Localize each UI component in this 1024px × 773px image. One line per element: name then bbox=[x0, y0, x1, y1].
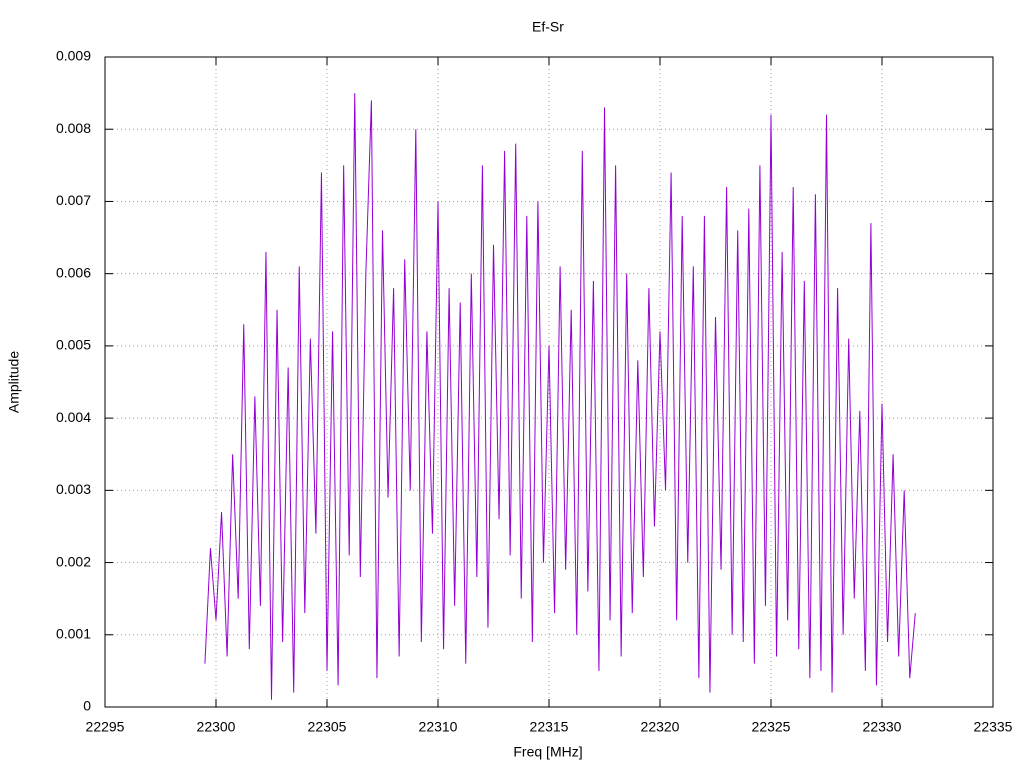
chart-title: Ef-Sr bbox=[532, 19, 564, 35]
y-tick-label: 0.007 bbox=[56, 192, 91, 208]
y-tick-label: 0 bbox=[83, 698, 91, 714]
x-axis-label: Freq [MHz] bbox=[513, 744, 582, 760]
x-tick-label: 22330 bbox=[863, 719, 902, 735]
plot-frame bbox=[104, 56, 994, 708]
y-axis-label: Amplitude bbox=[6, 351, 22, 413]
x-tick-label: 22315 bbox=[530, 719, 569, 735]
y-tick-label: 0.009 bbox=[56, 48, 91, 64]
y-tick-label: 0.006 bbox=[56, 264, 91, 280]
data-line bbox=[204, 93, 916, 700]
y-tick-label: 0.008 bbox=[56, 120, 91, 136]
y-tick-label: 0.003 bbox=[56, 481, 91, 497]
x-tick-label: 22300 bbox=[197, 719, 236, 735]
x-tick-label: 22325 bbox=[752, 719, 791, 735]
y-tick-label: 0.005 bbox=[56, 337, 91, 353]
y-tick-label: 0.002 bbox=[56, 553, 91, 569]
x-tick-label: 22335 bbox=[974, 719, 1013, 735]
y-tick-label: 0.004 bbox=[56, 409, 91, 425]
x-tick-label: 22310 bbox=[419, 719, 458, 735]
y-tick-label: 0.001 bbox=[56, 625, 91, 641]
x-tick-label: 22295 bbox=[86, 719, 125, 735]
x-tick-label: 22305 bbox=[308, 719, 347, 735]
x-tick-label: 22320 bbox=[641, 719, 680, 735]
